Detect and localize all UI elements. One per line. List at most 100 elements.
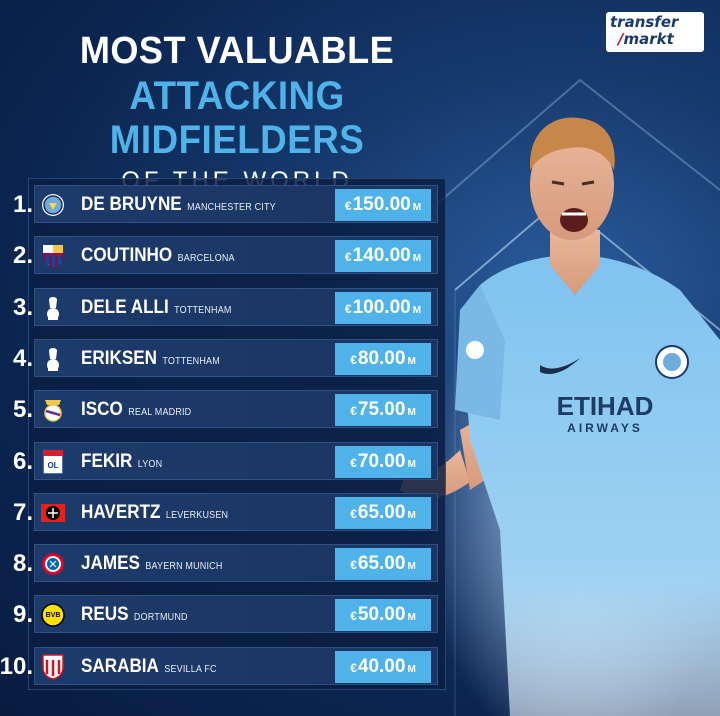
table-row: 1. DE BRUYNE MANCHESTER CITY €150.00 M	[13, 185, 438, 223]
svg-text:BVB: BVB	[46, 612, 61, 619]
value-unit: M	[412, 304, 422, 316]
club-name: LEVERKUSEN	[165, 509, 229, 521]
market-value: €40.00 M	[335, 650, 431, 683]
tottenham-badge-icon	[39, 345, 67, 373]
currency-symbol: €	[350, 609, 357, 624]
currency-symbol: €	[344, 199, 352, 213]
club-name: TOTTENHAM	[174, 304, 232, 316]
table-row: 4. ERIKSEN TOTTENHAM €80.00 M	[13, 338, 438, 378]
market-value: €80.00 M	[335, 342, 431, 375]
player-name: ERIKSEN	[81, 347, 158, 369]
real-madrid-badge-icon	[39, 396, 67, 424]
market-value-amount: 75.00	[357, 399, 406, 421]
logo-line1: transfer	[610, 13, 679, 31]
market-value-amount: 150.00	[352, 194, 411, 215]
market-value-amount: 70.00	[357, 450, 406, 472]
market-value-amount: 100.00	[352, 296, 411, 318]
value-unit: M	[407, 509, 416, 521]
player-name: FEKIR	[81, 450, 133, 472]
value-unit: M	[407, 561, 416, 573]
club-name: MANCHESTER CITY	[187, 202, 276, 213]
club-name: BARCELONA	[177, 253, 235, 265]
currency-symbol: €	[350, 660, 357, 675]
market-value-amount: 65.00	[357, 501, 406, 523]
market-value-amount: 65.00	[357, 553, 406, 575]
transfermarkt-logo: transfer /markt	[606, 12, 704, 52]
value-unit: M	[407, 355, 416, 367]
club-name: REAL MADRID	[128, 407, 192, 419]
rank-number: 6.	[12, 447, 33, 475]
player-name-cell: ERIKSEN TOTTENHAM	[81, 340, 220, 378]
value-unit: M	[407, 612, 416, 624]
value-unit: M	[412, 202, 422, 213]
table-row: 9. BVB REUS DORTMUND €50.00 M	[13, 595, 438, 634]
player-name-cell: SARABIA SEVILLA FC	[81, 648, 217, 686]
rank-number: 9.	[12, 601, 33, 629]
player-name-cell: COUTINHO BARCELONA	[81, 237, 235, 275]
table-row: 10. SARABIA SEVILLA FC €40.00 M	[0, 646, 438, 686]
table-row: 2. COUTINHO BARCELONA €140.00 M	[13, 236, 438, 275]
shirt-sponsor-line1: ETIHAD	[557, 391, 654, 421]
page-title-line2: ATTACKING MIDFIELDERS	[109, 74, 365, 162]
shirt-sponsor-line2: AIRWAYS	[567, 421, 643, 435]
table-row: 8. JAMES BAYERN MUNICH €65.00 M	[13, 544, 438, 583]
rank-number: 4.	[12, 344, 33, 372]
market-value: €100.00 M	[335, 291, 431, 324]
player-name: REUS	[81, 604, 129, 626]
table-row: 7. HAVERTZ LEVERKUSEN €65.00 M	[13, 492, 438, 532]
man-city-badge-icon	[39, 191, 67, 219]
club-name: BAYERN MUNICH	[145, 561, 223, 573]
currency-symbol: €	[350, 352, 357, 367]
club-name: DORTMUND	[133, 612, 188, 624]
barcelona-badge-icon	[39, 242, 67, 270]
market-value-amount: 50.00	[357, 604, 406, 626]
bayern-badge-icon	[39, 550, 67, 578]
player-name-cell: REUS DORTMUND	[81, 596, 188, 634]
svg-text:OL: OL	[47, 461, 58, 470]
player-name: HAVERTZ	[81, 501, 161, 523]
logo-mark: /	[618, 30, 624, 48]
club-name: LYON	[137, 458, 163, 470]
player-name-cell: DELE ALLI TOTTENHAM	[81, 289, 232, 327]
rank-number: 1.	[12, 191, 33, 218]
lyon-badge-icon: OL	[39, 448, 67, 476]
table-row: 6. OL FEKIR LYON €70.00 M	[13, 441, 438, 481]
tottenham-badge-icon	[39, 294, 67, 322]
player-name-cell: HAVERTZ LEVERKUSEN	[81, 494, 228, 532]
dortmund-badge-icon: BVB	[39, 601, 67, 629]
market-value: €70.00 M	[335, 445, 431, 478]
table-row: 5. ISCO REAL MADRID €75.00 M	[13, 390, 438, 429]
player-name-cell: FEKIR LYON	[81, 443, 162, 481]
rank-number: 7.	[12, 498, 33, 526]
currency-symbol: €	[350, 455, 357, 470]
market-value-amount: 40.00	[357, 655, 406, 677]
rank-number: 8.	[12, 550, 33, 578]
value-unit: M	[407, 663, 416, 675]
club-name: SEVILLA FC	[164, 663, 217, 675]
logo-line2-text: markt	[623, 30, 674, 48]
market-value: €140.00 M	[335, 240, 431, 273]
player-name: JAMES	[81, 553, 140, 575]
player-name: DELE ALLI	[81, 296, 169, 318]
rank-number: 10.	[0, 652, 33, 680]
player-name: ISCO	[81, 399, 123, 421]
leverkusen-badge-icon	[39, 499, 67, 527]
player-illustration: ETIHAD AIRWAYS	[400, 117, 720, 716]
currency-symbol: €	[350, 558, 357, 573]
value-unit: M	[407, 458, 416, 470]
currency-symbol: €	[350, 404, 357, 419]
currency-symbol: €	[350, 506, 357, 521]
player-name: DE BRUYNE	[81, 194, 182, 215]
page-title-line1: MOST VALUABLE	[79, 30, 395, 72]
currency-symbol: €	[344, 301, 352, 316]
value-unit: M	[412, 253, 422, 265]
market-value-amount: 140.00	[352, 245, 411, 267]
rank-number: 3.	[12, 293, 33, 321]
market-value: €65.00 M	[335, 548, 431, 581]
market-value: €150.00 M	[335, 189, 431, 221]
rank-number: 2.	[12, 242, 33, 270]
market-value: €75.00 M	[335, 394, 431, 427]
player-name-cell: JAMES BAYERN MUNICH	[81, 545, 223, 583]
market-value: €65.00 M	[335, 496, 431, 529]
rank-number: 5.	[12, 396, 33, 424]
